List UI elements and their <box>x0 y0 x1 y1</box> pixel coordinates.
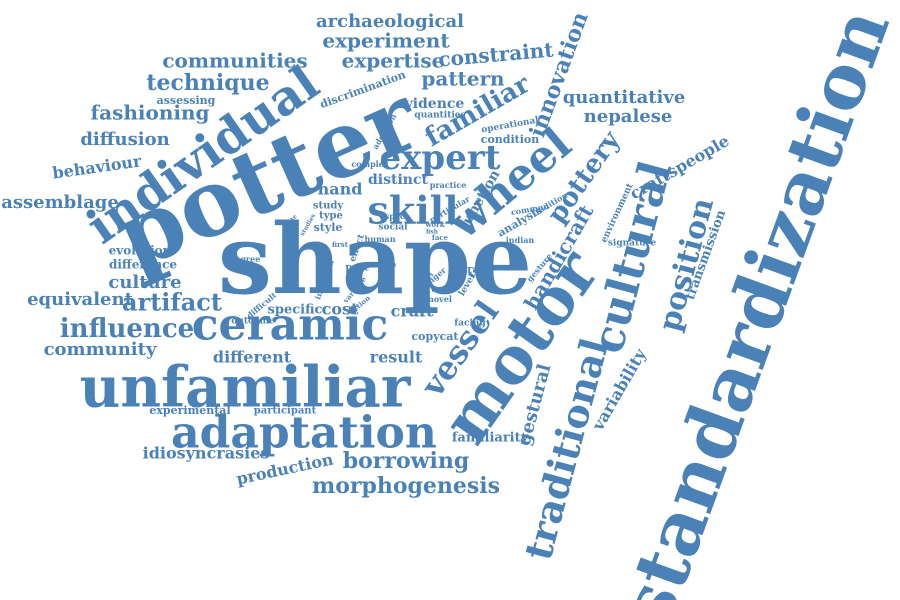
cloud-word-idiosyncrasies: idiosyncrasies <box>143 444 270 463</box>
cloud-word-nepalese: nepalese <box>584 106 673 127</box>
cloud-word-specific: specific <box>268 303 323 318</box>
cloud-word-artifact: artifact <box>122 288 222 317</box>
cloud-word-shape: shape <box>218 203 532 316</box>
cloud-word-assessing: assessing <box>157 94 216 107</box>
cloud-word-pattern: pattern <box>421 67 505 91</box>
cloud-word-participant: participant <box>254 406 317 417</box>
cloud-word-indian: indian <box>506 235 535 245</box>
cloud-word-assemblage: assemblage <box>1 192 119 213</box>
cloud-word-social: social <box>378 223 408 233</box>
cloud-word-archaeological: archaeological <box>316 11 464 32</box>
cloud-word-morphogenesis: morphogenesis <box>312 473 500 499</box>
cloud-word-skill: skill <box>367 188 458 233</box>
cloud-word-aspect: aspect <box>380 211 409 221</box>
cloud-word-result: result <box>370 348 423 367</box>
cloud-word-type: type <box>319 211 343 222</box>
cloud-word-evidence: evidence <box>396 96 465 112</box>
cloud-word-condition: condition <box>481 133 540 146</box>
cloud-word-community: community <box>44 339 157 360</box>
cloud-word-practice: practice <box>430 180 467 190</box>
cloud-word-hand: hand <box>318 180 363 199</box>
cloud-word-diffusion: diffusion <box>80 129 169 150</box>
cloud-word-culture: culture <box>108 272 181 293</box>
cloud-word-aim: aim <box>384 262 397 269</box>
cloud-word-distinct: distinct <box>368 172 428 188</box>
cloud-word-fish: fish <box>426 229 439 236</box>
cloud-word-expert: expert <box>380 138 501 178</box>
cloud-word-degree: degree <box>230 254 261 264</box>
cloud-word-first: first <box>332 240 349 249</box>
cloud-word-ceramic: ceramic <box>192 300 389 351</box>
cloud-word-work: work <box>424 220 444 229</box>
cloud-word-difference: difference <box>109 258 177 272</box>
cloud-word-adaptation: adaptation <box>171 408 437 459</box>
cloud-word-craft: craft <box>391 302 434 321</box>
cloud-word-signature: signature <box>608 239 657 249</box>
cloud-word-equivalent: equivalent <box>27 289 133 310</box>
cloud-word-different: different <box>213 348 292 367</box>
cloud-word-novel: novel <box>428 294 452 304</box>
cloud-word-familiarity: familiarity <box>452 431 529 446</box>
cloud-word-experimental: experimental <box>149 404 230 417</box>
cloud-word-expertise: expertise <box>342 49 445 73</box>
cloud-word-cost: cost <box>322 300 359 319</box>
cloud-word-evolution: evolution <box>109 244 172 258</box>
cloud-word-face: face <box>432 233 449 242</box>
cloud-word-technique: technique <box>146 70 269 96</box>
cloud-word-human: human <box>364 234 395 244</box>
cloud-word-style: style <box>314 221 343 234</box>
cloud-word-facing: facing <box>454 319 486 329</box>
cloud-word-trait: trait <box>463 265 488 276</box>
cloud-word-study: study <box>313 201 345 212</box>
cloud-word-influence: influence <box>60 314 194 344</box>
cloud-word-copycat: copycat <box>411 330 459 343</box>
cloud-word-quantitative: quantitative <box>563 87 686 108</box>
cloud-word-very: very <box>430 284 450 294</box>
cloud-word-unfamiliar: unfamiliar <box>80 355 412 421</box>
cloud-word-fashioning: fashioning <box>91 101 210 125</box>
cloud-word-outcome: outcome <box>231 317 275 327</box>
cloud-word-experiment: experiment <box>322 29 450 53</box>
cloud-word-quantities: quantities <box>414 111 465 121</box>
cloud-word-complex: complex <box>351 159 388 169</box>
cloud-word-borrowing: borrowing <box>343 448 470 474</box>
cloud-word-communities: communities <box>162 49 307 73</box>
cloud-word-part: part <box>345 263 369 274</box>
